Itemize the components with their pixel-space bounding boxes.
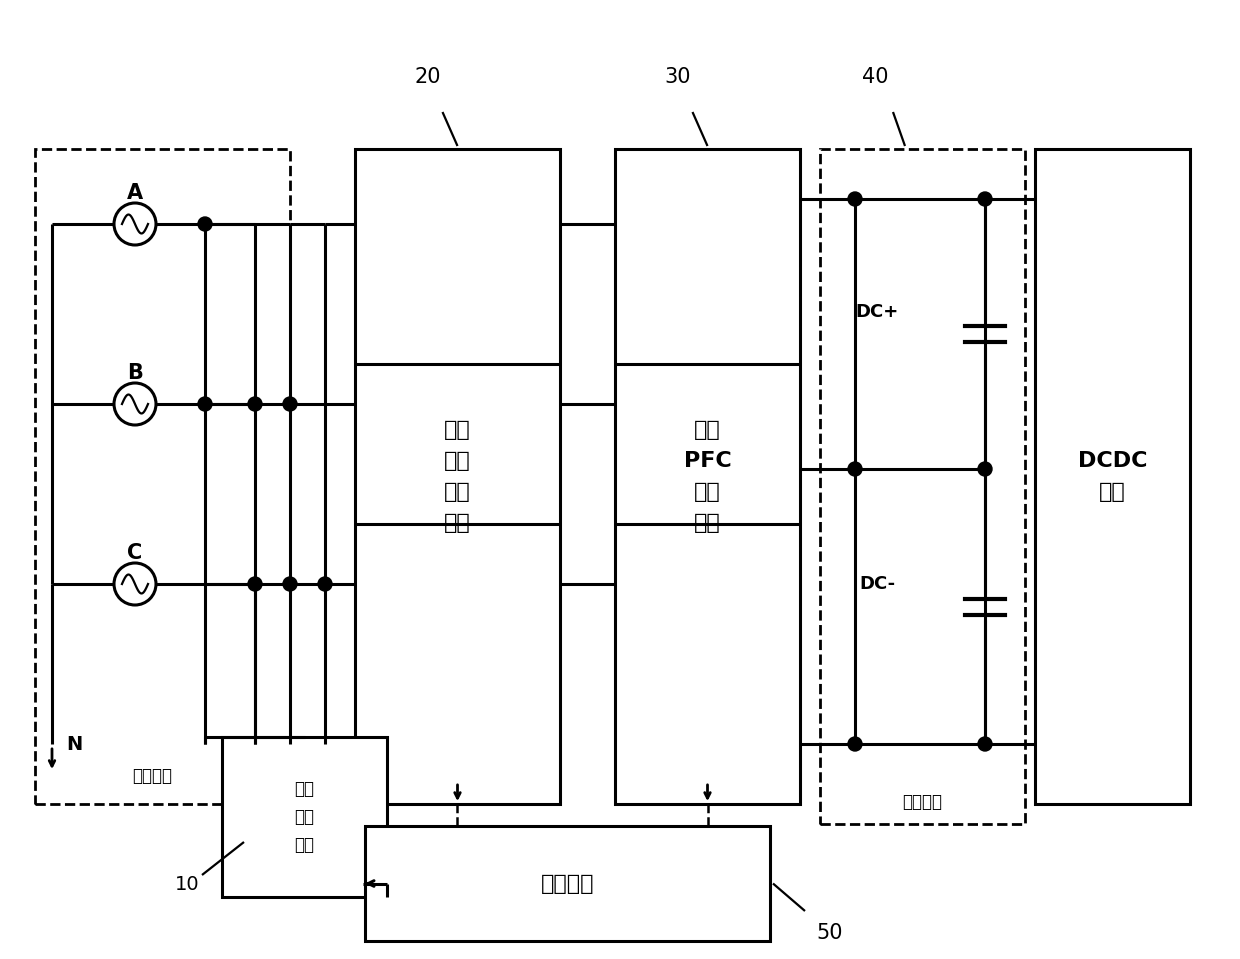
Circle shape <box>978 737 992 751</box>
Text: 10: 10 <box>175 876 200 895</box>
Circle shape <box>283 397 298 411</box>
Circle shape <box>283 577 298 591</box>
Text: C: C <box>128 543 143 563</box>
Text: 三相
PFC
功率
模块: 三相 PFC 功率 模块 <box>683 420 732 533</box>
Text: 输入
开关
切换
模块: 输入 开关 切换 模块 <box>444 420 471 533</box>
Text: 30: 30 <box>665 67 691 87</box>
Bar <box>1035 149 1190 804</box>
Text: 电压
检测
模块: 电压 检测 模块 <box>295 781 315 854</box>
Bar <box>365 826 770 941</box>
Text: 输出模块: 输出模块 <box>903 793 942 811</box>
Text: 控制模块: 控制模块 <box>541 874 594 894</box>
Circle shape <box>978 462 992 476</box>
Text: 三相火线: 三相火线 <box>133 767 172 785</box>
Text: 50: 50 <box>817 923 843 943</box>
Circle shape <box>848 462 862 476</box>
Text: DC-: DC- <box>859 575 895 594</box>
Circle shape <box>248 397 262 411</box>
Text: 20: 20 <box>414 67 440 87</box>
Text: 40: 40 <box>862 67 888 87</box>
Circle shape <box>848 737 862 751</box>
Text: DC+: DC+ <box>856 303 899 321</box>
Text: N: N <box>66 735 82 754</box>
Circle shape <box>848 192 862 206</box>
Bar <box>355 149 560 804</box>
Circle shape <box>317 577 332 591</box>
Text: DCDC
电路: DCDC 电路 <box>1078 451 1147 503</box>
Bar <box>222 737 387 897</box>
Circle shape <box>198 217 212 231</box>
Circle shape <box>198 397 212 411</box>
Circle shape <box>978 192 992 206</box>
Text: A: A <box>126 183 143 203</box>
Bar <box>615 149 800 804</box>
Bar <box>820 149 1025 824</box>
Circle shape <box>248 577 262 591</box>
Text: B: B <box>126 363 143 383</box>
Bar <box>35 149 290 804</box>
